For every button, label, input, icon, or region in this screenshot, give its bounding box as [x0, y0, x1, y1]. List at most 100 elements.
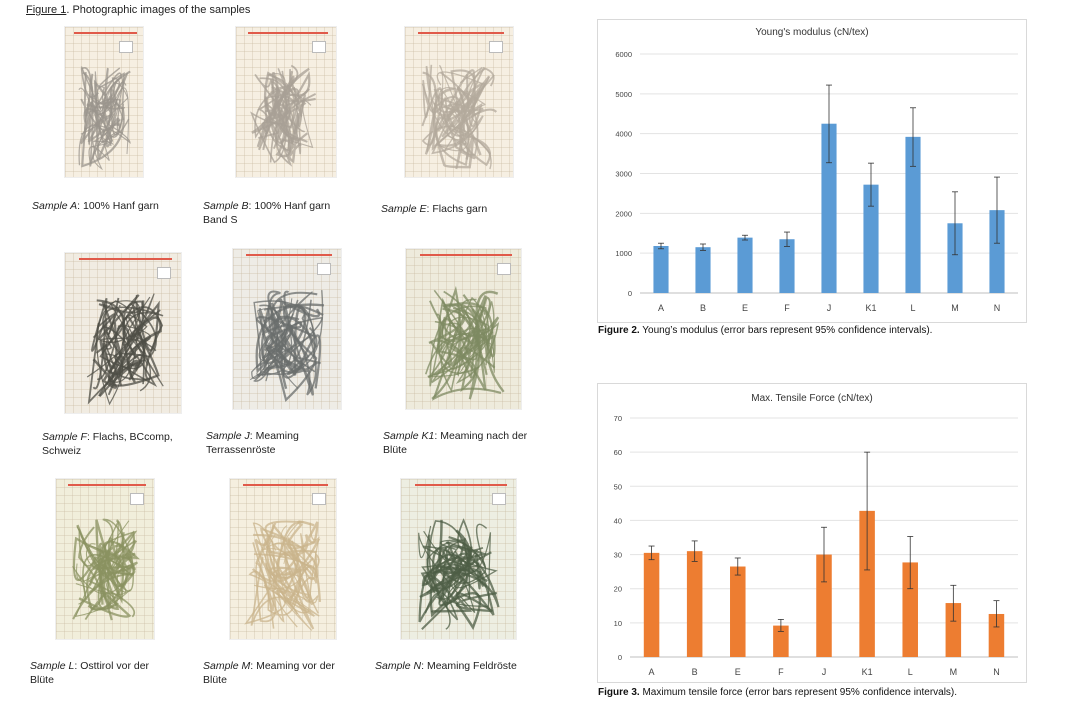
bar-n [988, 613, 1005, 657]
sample-photo-b [235, 26, 337, 178]
sample-name: Sample L [30, 660, 75, 672]
sample-tag [312, 493, 326, 505]
x-tick-label: F [784, 303, 790, 313]
figure3-label: Figure 3. [598, 687, 640, 698]
bar-b [695, 247, 711, 293]
red-tape-line [242, 484, 328, 486]
bar-f [779, 239, 795, 293]
sample-caption-n: Sample N: Meaming Feldröste [375, 659, 517, 673]
x-tick-label: M [951, 303, 959, 313]
x-tick-label: M [950, 667, 958, 677]
sample-name: Sample A [32, 200, 78, 212]
y-tick-label: 4000 [615, 130, 632, 139]
y-tick-label: 30 [614, 551, 622, 560]
sample-name: Sample B [203, 200, 249, 212]
bar-m [947, 223, 963, 293]
fiber-tangle [421, 64, 498, 170]
x-tick-label: E [735, 667, 741, 677]
y-tick-label: 10 [614, 619, 622, 628]
x-tick-label: N [993, 667, 1000, 677]
sample-description: : Meaming [249, 430, 299, 442]
sample-name: Sample J [206, 430, 250, 442]
bar-j [816, 554, 832, 657]
sample-tag [489, 41, 503, 53]
tensile-force-plot: 0 10 20 30 40 50 60 70 A B E F J K1 L M N [614, 414, 1018, 677]
sample-tag [157, 267, 171, 279]
y-tick-label: 60 [614, 448, 622, 457]
x-tick-label: B [692, 667, 698, 677]
fiber-tangle [250, 64, 317, 167]
figure3-caption-text: Maximum tensile force (error bars repres… [639, 687, 958, 698]
sample-caption-m: Sample M: Meaming vor der Blüte [203, 659, 335, 687]
youngs-modulus-plot: 0 1000 2000 3000 4000 5000 6000 A B E F J K1 L M N [615, 50, 1018, 313]
sample-photo-j [232, 248, 342, 410]
sample-description-line2: Band S [203, 214, 238, 226]
red-tape-line [414, 484, 507, 486]
figure1-label: Figure 1 [26, 4, 67, 16]
fiber-tangle [86, 293, 164, 406]
sample-tag [317, 263, 331, 275]
y-tick-label: 70 [614, 414, 622, 423]
sample-description: : 100% Hanf garn [248, 200, 331, 212]
sample-photo-f [64, 252, 182, 414]
figure1-title-text: . Photographic images of the samples [66, 4, 251, 16]
bar-a [643, 552, 660, 657]
sample-caption-a: Sample A: 100% Hanf garn [32, 199, 159, 213]
bar-k1 [863, 184, 879, 293]
bar-b [686, 551, 703, 657]
sample-caption-j: Sample J: Meaming Terrassenröste [206, 429, 299, 457]
y-tick-label: 40 [614, 516, 622, 525]
sample-caption-e: Sample E: Flachs garn [381, 202, 487, 216]
bar-j [821, 123, 837, 293]
sample-photo-n [400, 478, 517, 640]
red-tape-line [419, 254, 512, 256]
tensile-force-chart: Max. Tensile Force (cN/tex) 0 10 20 30 40 50 6… [597, 383, 1027, 683]
x-tick-label: B [700, 303, 706, 313]
red-tape-line [245, 254, 333, 256]
chart-title: Max. Tensile Force (cN/tex) [751, 393, 873, 404]
y-tick-label: 0 [628, 289, 632, 298]
sample-description: : Meaming Feldröste [421, 660, 517, 672]
bar-l [902, 562, 918, 657]
red-tape-line [417, 32, 505, 34]
fiber-tangle [72, 518, 140, 621]
figure2-caption: Figure 2. Young’s modulus (error bars re… [598, 325, 932, 336]
sample-description-line2: Blüte [383, 444, 407, 456]
y-tick-label: 2000 [615, 209, 632, 218]
sample-description-line2: Terrassenröste [206, 444, 276, 456]
x-tick-label: L [910, 303, 915, 313]
x-tick-label: E [742, 303, 748, 313]
sample-description: : Meaming vor der [250, 660, 335, 672]
sample-description-line2: Blüte [203, 674, 227, 686]
red-tape-line [74, 32, 137, 34]
figure2-label: Figure 2. [598, 325, 640, 336]
fiber-tangle [249, 290, 325, 402]
x-tick-label: K1 [865, 303, 876, 313]
sample-tag [119, 41, 133, 53]
sample-caption-b: Sample B: 100% Hanf garn Band S [203, 199, 330, 227]
youngs-modulus-chart: Young's modulus (cN/tex) 0 1000 2000 3000 40… [597, 19, 1027, 323]
bar-a [653, 245, 669, 293]
bar-k1 [859, 510, 875, 657]
fiber-tangle [78, 66, 131, 171]
bar-n [989, 210, 1005, 293]
sample-photo-l [55, 478, 155, 640]
fiber-tangle [424, 285, 505, 401]
bar-f [773, 625, 789, 657]
sample-name: Sample F [42, 431, 87, 443]
sample-caption-k1: Sample K1: Meaming nach der Blüte [383, 429, 527, 457]
x-tick-label: A [649, 667, 655, 677]
x-tick-label: F [778, 667, 784, 677]
y-tick-label: 20 [614, 585, 622, 594]
sample-description-line2: Schweiz [42, 445, 82, 457]
fiber-tangle [244, 520, 321, 631]
red-tape-line [67, 484, 147, 486]
chart-title: Young's modulus (cN/tex) [755, 27, 869, 38]
sample-tag [312, 41, 326, 53]
y-tick-label: 5000 [615, 90, 632, 99]
sample-description: : 100% Hanf garn [77, 200, 159, 212]
bar-e [737, 237, 753, 293]
sample-tag [492, 493, 506, 505]
sample-tag [497, 263, 511, 275]
sample-photo-m [229, 478, 337, 640]
